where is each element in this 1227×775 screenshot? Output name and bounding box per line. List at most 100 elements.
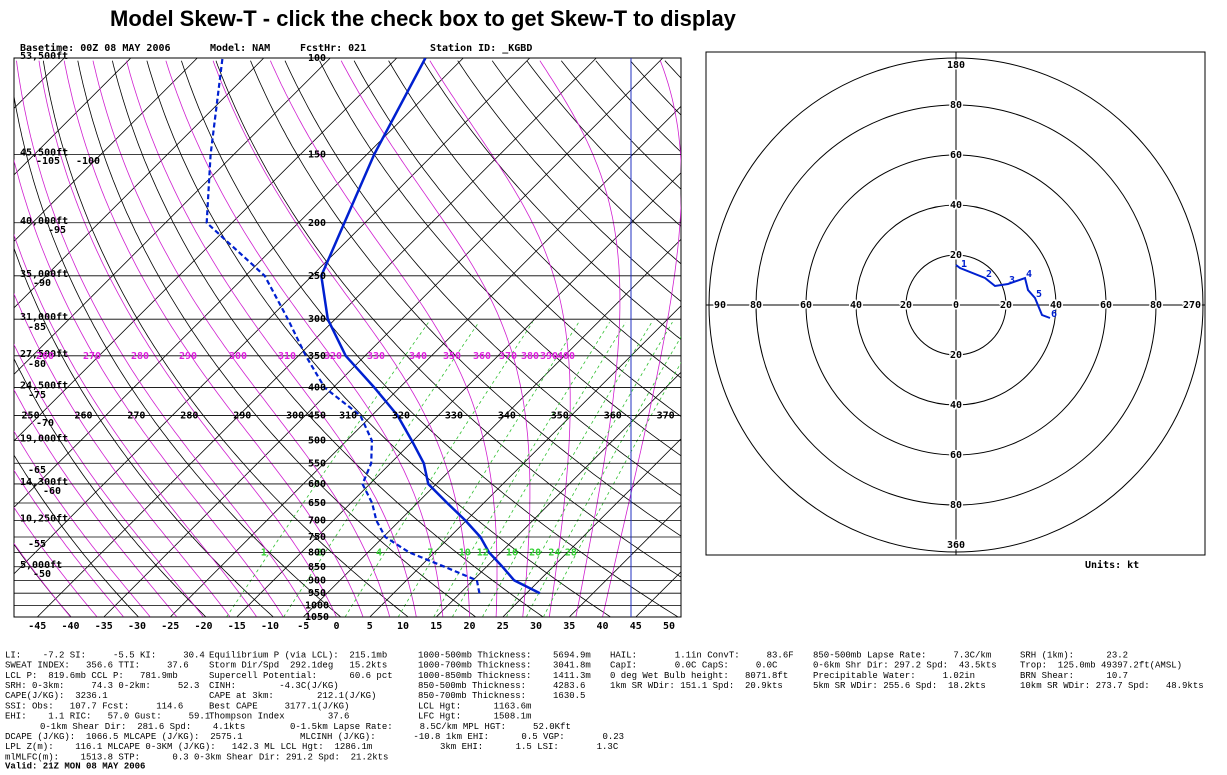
stat-text: 0-1km Shear Dir: 281.6 Spd: 4.1kts — [40, 722, 245, 732]
isotherm — [236, 172, 681, 617]
pressure-label: 100 — [308, 53, 326, 64]
stat-text: SRH (1km): 23.2 — [1020, 650, 1128, 660]
height-label: 10,250ft — [20, 514, 68, 525]
hodo-ring — [905, 254, 1007, 356]
hodograph-units: Units: kt — [1085, 559, 1139, 571]
height-label: 31,000ft — [20, 312, 68, 323]
pressure-label: 450 — [308, 411, 326, 422]
mixing-ratio-label: 10 — [459, 547, 471, 558]
isotherm-label: -105 — [36, 156, 60, 167]
hodo-direction-label: 180 — [947, 60, 965, 71]
dry-adiabat-label: 260 — [74, 411, 92, 422]
isotherm-label: -90 — [33, 278, 51, 289]
pressure-label: 350 — [308, 351, 326, 362]
isotherm — [369, 305, 681, 617]
mixing-ratio-line — [543, 361, 681, 617]
hodo-ring-label: 80 — [1150, 300, 1162, 311]
moist-adiabat — [429, 60, 571, 617]
moist-adiabat — [602, 60, 681, 617]
moist-adiabat-label: 290 — [179, 351, 197, 362]
stat-text: HAIL: 1.1in ConvT: 83.6F — [610, 650, 794, 660]
dry-adiabat — [388, 60, 681, 379]
x-tick-label: -15 — [228, 621, 246, 632]
stat-text: EHI: 1.1 RIC: 57.0 Gust: 59.1 — [5, 712, 210, 722]
dry-adiabat — [353, 60, 681, 418]
x-tick-label: 0 — [334, 621, 340, 632]
mixing-ratio-label: 12 — [477, 547, 489, 558]
x-tick-label: 30 — [530, 621, 542, 632]
moist-adiabat-label: 400 — [557, 351, 575, 362]
pressure-label: 750 — [308, 532, 326, 543]
mixing-ratio-label: 16 — [506, 547, 518, 558]
header-field: Station ID: _KGBD — [430, 42, 532, 54]
pressure-label: 1000 — [305, 600, 329, 611]
hodo-ring-label: 60 — [950, 450, 962, 461]
dry-adiabat — [560, 60, 681, 190]
stat-text: Trop: 125.0mb 49397.2ft(AMSL) — [1020, 661, 1182, 671]
moist-adiabat — [14, 430, 151, 617]
moist-adiabat-label: 320 — [324, 351, 342, 362]
x-tick-label: 20 — [464, 621, 476, 632]
height-label: 24,500ft — [20, 381, 68, 392]
dry-adiabat-label: 370 — [657, 411, 675, 422]
moist-adiabat — [14, 506, 98, 617]
x-tick-label: 10 — [397, 621, 409, 632]
dry-adiabat — [181, 60, 679, 617]
x-tick-label: -40 — [61, 621, 79, 632]
hodo-ring-label: 20 — [1000, 300, 1012, 311]
isotherm — [103, 58, 664, 617]
x-tick-label: -35 — [95, 621, 113, 632]
stat-text: 10km SR WDir: 273.7 Spd: 48.9kts — [1020, 681, 1204, 691]
hodo-ring — [855, 204, 1057, 406]
stat-text: CAPE at 3km: 212.1(J/KG) — [209, 691, 376, 701]
hodo-ring-label: 60 — [1100, 300, 1112, 311]
dry-adiabat-label: 300 — [286, 411, 304, 422]
stat-text: DCAPE (J/KG): 1066.5 MLCAPE (J/KG): 2575… — [5, 732, 243, 742]
height-label: 53,500ft — [20, 51, 68, 62]
stat-text: 0-6km Shr Dir: 297.2 Spd: 43.5kts — [813, 661, 997, 671]
stat-text: Supercell Potential: 60.6 pct — [209, 671, 393, 681]
isotherm-label: -95 — [48, 225, 66, 236]
hodo-ring — [755, 104, 1157, 506]
height-label: 19,000ft — [20, 434, 68, 445]
hodograph-trace — [955, 264, 1051, 319]
height-label: 14,300ft — [20, 477, 68, 488]
moist-adiabat-label: 370 — [499, 351, 517, 362]
stat-text: LCL Hgt: 1163.6m — [418, 701, 531, 711]
height-label: 45,500ft — [20, 147, 68, 158]
stat-text: LI: -7.2 SI: -5.5 KI: 30.4 — [5, 650, 205, 660]
pressure-label: 300 — [308, 314, 326, 325]
mixing-ratio-line — [525, 336, 681, 617]
hodo-ring-label: 60 — [800, 300, 812, 311]
moist-adiabat-label: 340 — [409, 351, 427, 362]
pressure-label: 1050 — [305, 612, 329, 623]
dry-adiabat — [42, 60, 409, 617]
x-tick-label: 40 — [597, 621, 609, 632]
mixing-ratio-label: 2 — [316, 547, 322, 558]
stat-text: 850-500mb Thickness: 4283.6 — [418, 681, 585, 691]
dry-adiabat-label: 360 — [604, 411, 622, 422]
moist-adiabat — [126, 60, 417, 617]
page-title: Model Skew-T - click the check box to ge… — [110, 6, 737, 31]
hodo-ring-label: 40 — [950, 200, 962, 211]
moist-adiabat — [212, 60, 470, 617]
pressure-label: 700 — [308, 516, 326, 527]
mixing-ratio-label: 28 — [565, 547, 577, 558]
isotherm — [502, 438, 681, 617]
moist-adiabat — [14, 388, 178, 617]
stat-text: 850-700mb Thickness: 1630.5 — [418, 691, 585, 701]
dry-adiabat — [250, 60, 681, 537]
isotherm — [14, 58, 132, 176]
hodo-ring — [805, 154, 1107, 456]
dry-adiabat — [14, 357, 207, 617]
dry-adiabat — [77, 60, 476, 617]
x-tick-label: -20 — [194, 621, 212, 632]
hodo-direction-label: 270 — [1183, 300, 1201, 311]
skewt-plot — [14, 58, 681, 617]
moist-adiabat-label: 330 — [367, 351, 385, 362]
header-field: Basetime: 00Z 08 MAY 2006 — [20, 42, 171, 54]
stat-text: LPL Z(m): 116.1 MLCAPE 0-3KM (J/KG): 142… — [5, 742, 372, 752]
pressure-label: 800 — [308, 547, 326, 558]
